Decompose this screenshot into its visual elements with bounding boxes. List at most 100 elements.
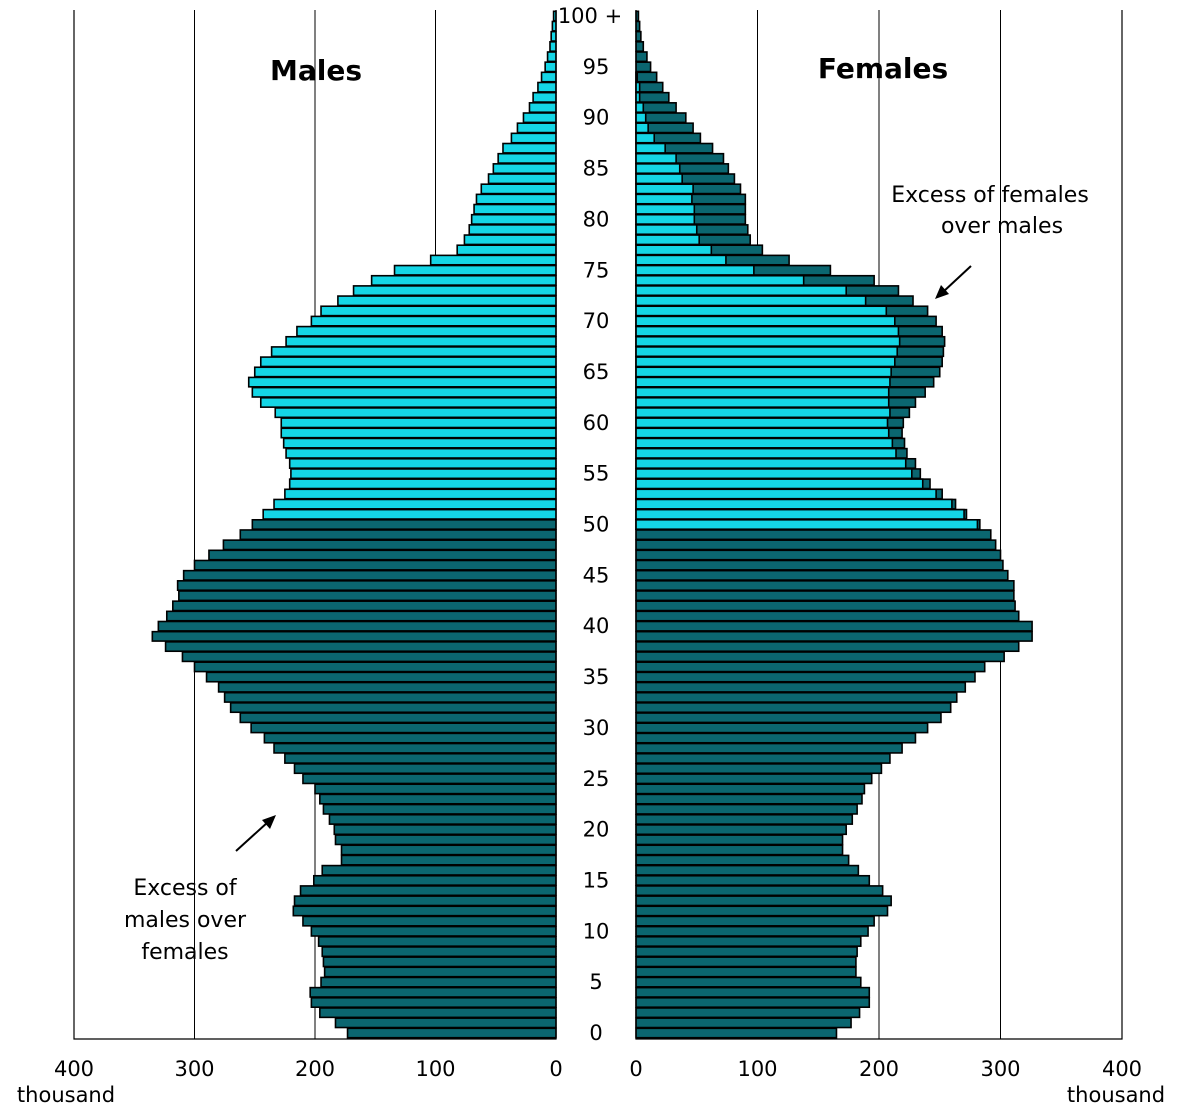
male-bar-age-12 — [292, 905, 557, 917]
female-bar-age-34 — [635, 681, 967, 693]
female-bar-age-16 — [635, 864, 860, 876]
female-bar-age-73 — [635, 285, 847, 297]
female-bar-age-55 — [635, 468, 913, 480]
female-bar-age-50 — [635, 518, 979, 530]
female-bar-age-41 — [635, 610, 1020, 622]
male-bar-age-83 — [480, 183, 557, 195]
male-bar-age-69 — [296, 325, 557, 337]
male-bar-age-97 — [549, 41, 557, 53]
male-bar-age-65 — [253, 366, 557, 378]
female-bar-age-40 — [635, 620, 1033, 632]
male-bar-age-93 — [537, 81, 557, 93]
male-bar-age-51 — [262, 508, 557, 520]
female-bar-age-59 — [635, 427, 890, 439]
male-bar-age-1 — [334, 1017, 557, 1029]
female-bar-age-68 — [635, 335, 901, 347]
male-bar-age-39 — [151, 630, 557, 642]
female-bar-age-28 — [635, 742, 903, 754]
female-bar-age-32 — [635, 702, 952, 714]
female-bar-age-1 — [635, 1017, 852, 1029]
female-bar-age-47 — [635, 549, 1002, 561]
age-tick-20: 20 — [583, 818, 610, 842]
male-bar-age-13 — [293, 895, 557, 907]
female-bar-age-7 — [635, 956, 857, 968]
female-bar-age-10 — [635, 925, 869, 937]
female-bar-age-4 — [635, 986, 871, 998]
female-bar-age-20 — [635, 824, 847, 836]
female-bar-age-60 — [635, 417, 889, 429]
x-tick-right-200: 200 — [859, 1057, 899, 1081]
female-bar-age-29 — [635, 732, 917, 744]
male-bar-age-71 — [320, 305, 557, 317]
x-unit-label-right: thousand — [1067, 1083, 1165, 1107]
male-bar-age-26 — [293, 763, 557, 775]
female-bar-age-52 — [635, 498, 953, 510]
x-tick-left-100: 100 — [415, 1057, 455, 1081]
female-bar-age-88 — [635, 132, 656, 144]
female-bar-age-51 — [635, 508, 965, 520]
female-bar-age-66 — [635, 356, 896, 368]
male-bar-age-30 — [250, 722, 557, 734]
male-bar-age-48 — [222, 539, 557, 551]
age-tick-65: 65 — [583, 360, 610, 384]
male-bar-age-94 — [540, 71, 557, 83]
female-bar-age-9 — [635, 935, 862, 947]
male-bar-age-92 — [532, 91, 557, 103]
annotation-females-line-2: over males — [941, 214, 1063, 239]
male-bar-age-58 — [282, 437, 557, 449]
female-bar-age-77 — [635, 244, 713, 256]
male-bar-age-11 — [302, 915, 557, 927]
male-bar-age-5 — [320, 976, 557, 988]
female-bar-age-71 — [635, 305, 888, 317]
female-excess-bar-age-96 — [635, 51, 648, 63]
male-bar-age-0 — [346, 1027, 557, 1039]
female-bar-age-11 — [635, 915, 875, 927]
male-bar-age-67 — [270, 346, 557, 358]
male-bar-age-36 — [193, 661, 557, 673]
panel-frames — [73, 10, 1123, 1040]
male-bar-age-2 — [319, 1007, 557, 1019]
male-bar-age-79 — [468, 224, 557, 236]
age-tick-70: 70 — [583, 309, 610, 333]
female-bar-age-79 — [635, 224, 698, 236]
male-bar-age-95 — [544, 61, 557, 73]
female-excess-bar-age-97 — [635, 41, 645, 53]
female-bar-age-12 — [635, 905, 889, 917]
female-bar-age-22 — [635, 803, 858, 815]
male-bar-age-78 — [463, 234, 557, 246]
male-bar-age-28 — [273, 742, 557, 754]
male-bar-age-52 — [273, 498, 557, 510]
male-bar-age-88 — [510, 132, 557, 144]
male-bar-age-3 — [310, 996, 557, 1008]
female-bar-age-63 — [635, 386, 890, 398]
female-bar-age-56 — [635, 457, 907, 469]
male-bar-age-68 — [285, 335, 557, 347]
annotation-females-excess: Excess of females over males — [891, 183, 1089, 299]
male-bar-age-49 — [239, 529, 557, 541]
males-title: Males — [270, 54, 362, 87]
female-bar-age-14 — [635, 885, 884, 897]
x-tick-labels-left: 400 300 200 100 0 — [54, 1057, 563, 1081]
female-bar-age-26 — [635, 763, 883, 775]
male-bar-age-15 — [312, 874, 557, 886]
female-excess-bar-age-92 — [635, 91, 670, 103]
female-bar-age-75 — [635, 264, 755, 276]
male-bar-age-80 — [470, 213, 557, 225]
female-bar-age-15 — [635, 874, 871, 886]
male-bar-age-18 — [340, 844, 557, 856]
x-tick-right-0: 0 — [629, 1057, 642, 1081]
age-tick-80: 80 — [583, 207, 610, 231]
male-bar-age-14 — [299, 885, 557, 897]
age-tick-55: 55 — [583, 462, 610, 486]
female-bar-age-65 — [635, 366, 892, 378]
female-bar-age-84 — [635, 173, 683, 185]
female-bar-age-21 — [635, 813, 854, 825]
male-bar-age-98 — [550, 30, 557, 42]
female-excess-bar-age-94 — [635, 71, 658, 83]
male-bar-age-43 — [178, 590, 557, 602]
female-bar-age-46 — [635, 559, 1004, 571]
female-bar-age-18 — [635, 844, 844, 856]
x-tick-right-300: 300 — [980, 1057, 1020, 1081]
female-bar-age-57 — [635, 447, 897, 459]
age-tick-15: 15 — [583, 868, 610, 892]
